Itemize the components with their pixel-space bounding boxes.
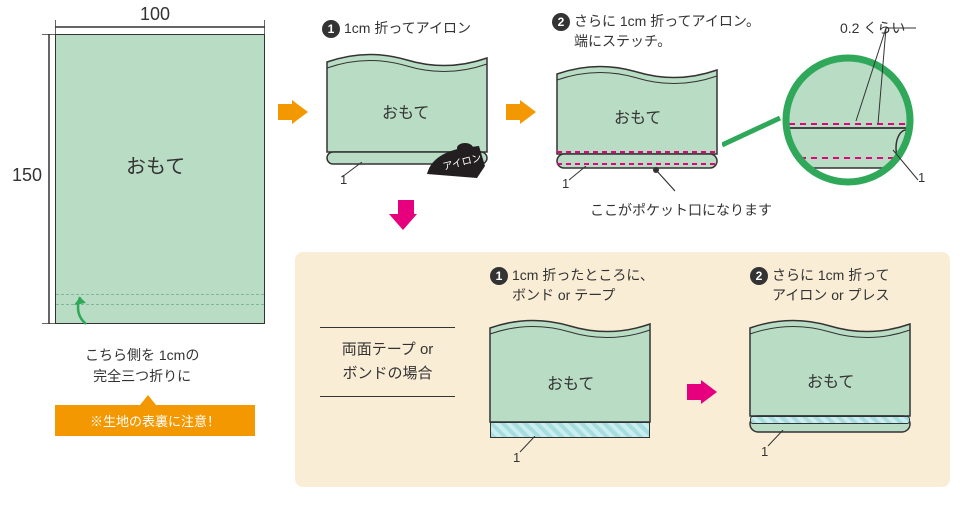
alt-s2-face: おもて bbox=[807, 368, 854, 392]
fold-note-l1: こちら側を 1cmの bbox=[85, 345, 199, 366]
main-fabric: おもて bbox=[55, 34, 265, 324]
alt-panel: 両面テープ or ボンドの場合 11cm 折ったところに、 ボンド or テープ… bbox=[295, 252, 950, 487]
iron-icon: アイロン bbox=[417, 136, 497, 191]
arrow-1-icon bbox=[278, 100, 308, 124]
arrow-2-icon bbox=[506, 100, 536, 124]
step1-dim: 1 bbox=[340, 172, 347, 187]
tape-strip bbox=[490, 422, 650, 438]
alt-s1-title: 11cm 折ったところに、 ボンド or テープ bbox=[490, 266, 654, 305]
pocket-pointer bbox=[650, 166, 680, 196]
alt-s1-l1: 1cm 折ったところに、 bbox=[512, 267, 654, 283]
zoom-top-label: 0.2 くらい bbox=[840, 18, 905, 38]
alt-s1-panel: おもて 1 bbox=[485, 310, 655, 450]
step1-bullet: 1 bbox=[322, 20, 340, 38]
alt-heading-l2: ボンドの場合 bbox=[320, 362, 455, 386]
arrow-down-icon bbox=[395, 200, 417, 230]
fold-arrow-icon bbox=[66, 289, 106, 329]
zoom-panel: 1 bbox=[778, 50, 918, 190]
width-dim-line bbox=[55, 20, 265, 34]
alt-arrow-icon bbox=[687, 380, 717, 404]
alt-s1-bullet: 1 bbox=[490, 267, 508, 285]
alt-heading: 両面テープ or ボンドの場合 bbox=[320, 327, 455, 397]
zoom-dim: 1 bbox=[918, 170, 925, 185]
alt-s2-l2: アイロン or プレス bbox=[772, 286, 890, 306]
step2-text-l1: さらに 1cm 折ってアイロン。 bbox=[574, 13, 760, 29]
alt-tape-fold bbox=[750, 416, 910, 424]
step2-text-l2: 端にステッチ。 bbox=[574, 32, 760, 52]
step2-dim: 1 bbox=[562, 176, 569, 191]
warn-pointer-icon bbox=[140, 395, 156, 405]
alt-s2-dim: 1 bbox=[761, 444, 768, 459]
zoom-connector bbox=[722, 110, 782, 150]
step1-text: 1cm 折ってアイロン bbox=[344, 20, 471, 36]
alt-s1-face: おもて bbox=[547, 370, 594, 394]
step1-title: 11cm 折ってアイロン bbox=[322, 18, 471, 38]
zoom-dim-leader bbox=[888, 145, 938, 195]
alt-s1-l2: ボンド or テープ bbox=[512, 286, 654, 306]
alt-s2-bullet: 2 bbox=[750, 267, 768, 285]
step2-face: おもて bbox=[614, 104, 661, 128]
step2-title: 2さらに 1cm 折ってアイロン。 端にステッチ。 bbox=[552, 12, 760, 51]
alt-s2-panel: おもて 1 bbox=[745, 310, 915, 450]
step2-bullet: 2 bbox=[552, 13, 570, 31]
main-face-label: おもて bbox=[126, 150, 185, 179]
alt-s1-dim: 1 bbox=[513, 450, 520, 465]
alt-s2-l1: さらに 1cm 折って bbox=[772, 267, 890, 283]
fold-note: こちら側を 1cmの 完全三つ折りに bbox=[85, 345, 199, 387]
height-dim-line bbox=[42, 34, 56, 324]
pocket-note: ここがポケット口になります bbox=[590, 200, 772, 220]
fold-note-l2: 完全三つ折りに bbox=[85, 366, 199, 387]
alt-heading-l1: 両面テープ or bbox=[320, 338, 455, 362]
alt-s2-title: 2さらに 1cm 折って アイロン or プレス bbox=[750, 266, 890, 305]
step1-face: おもて bbox=[382, 99, 429, 123]
warning-box: ※生地の表裏に注意！ bbox=[55, 405, 255, 436]
step2-panel: おもて 1 bbox=[552, 56, 722, 176]
zoom-top-leader bbox=[838, 26, 928, 136]
warning-text: ※生地の表裏に注意！ bbox=[90, 414, 220, 429]
height-label: 150 bbox=[12, 165, 42, 186]
step1-panel: おもて 1 アイロン bbox=[322, 44, 492, 174]
